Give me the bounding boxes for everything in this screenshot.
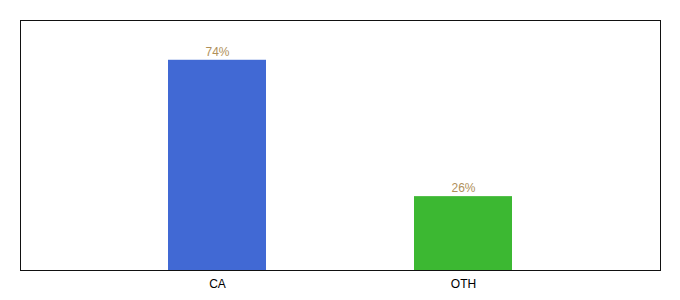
svg-text:OTH: OTH: [451, 277, 476, 291]
svg-text:74%: 74%: [205, 45, 229, 59]
svg-text:CA: CA: [209, 277, 226, 291]
svg-text:26%: 26%: [451, 181, 475, 195]
